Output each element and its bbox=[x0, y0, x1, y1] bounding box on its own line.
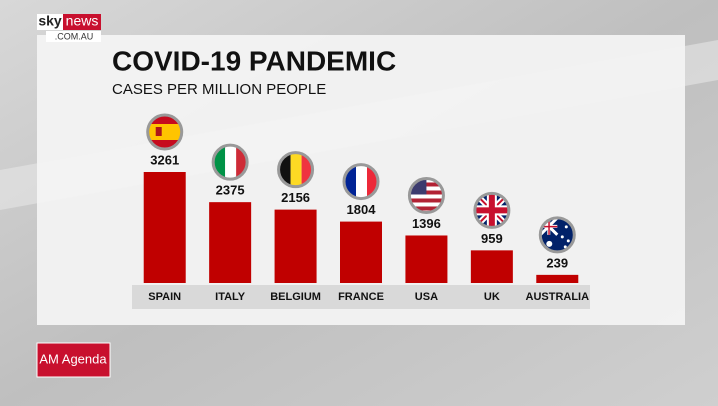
category-label: USA bbox=[415, 291, 438, 303]
flag-icon bbox=[342, 163, 380, 201]
category-label: UK bbox=[484, 291, 500, 303]
logo-brand: sky bbox=[38, 13, 62, 29]
program-name: AM Agenda bbox=[39, 351, 107, 366]
flag-icon bbox=[407, 176, 445, 214]
bar bbox=[143, 172, 186, 283]
chart-title: COVID-19 PANDEMIC bbox=[112, 45, 396, 76]
category-label: BELGIUM bbox=[270, 291, 321, 303]
logo-brand-box bbox=[37, 14, 63, 30]
logo-domain: .COM.AU bbox=[55, 31, 94, 41]
flag-icon bbox=[277, 151, 315, 189]
category-strip bbox=[132, 285, 590, 309]
flag-icon bbox=[146, 113, 184, 151]
flag-icon bbox=[473, 191, 511, 229]
program-badge: AM Agenda bbox=[36, 342, 111, 378]
bar bbox=[470, 250, 513, 283]
logo: sky news .COM.AU bbox=[37, 13, 101, 42]
chart-subtitle: CASES PER MILLION PEOPLE bbox=[112, 81, 326, 98]
bar bbox=[405, 235, 448, 283]
logo-name-box bbox=[63, 14, 101, 30]
value-label: 959 bbox=[481, 231, 503, 246]
category-label: AUSTRALIA bbox=[526, 291, 590, 303]
value-label: 2156 bbox=[281, 190, 310, 205]
bar bbox=[536, 274, 579, 283]
bar bbox=[274, 209, 317, 283]
flag-icon bbox=[211, 143, 249, 181]
category-label: ITALY bbox=[215, 291, 246, 303]
value-label: 239 bbox=[546, 255, 568, 270]
value-label: 1396 bbox=[412, 216, 441, 231]
bar bbox=[209, 202, 252, 283]
program-box bbox=[36, 342, 111, 378]
value-label: 3261 bbox=[150, 152, 179, 167]
value-label: 1804 bbox=[347, 202, 377, 217]
category-label: SPAIN bbox=[148, 291, 181, 303]
logo-name: news bbox=[66, 13, 99, 29]
bar bbox=[340, 221, 382, 283]
logo-domain-box bbox=[46, 31, 101, 42]
category-label: FRANCE bbox=[338, 291, 384, 303]
flag-icon bbox=[538, 216, 576, 254]
value-label: 2375 bbox=[216, 183, 245, 198]
